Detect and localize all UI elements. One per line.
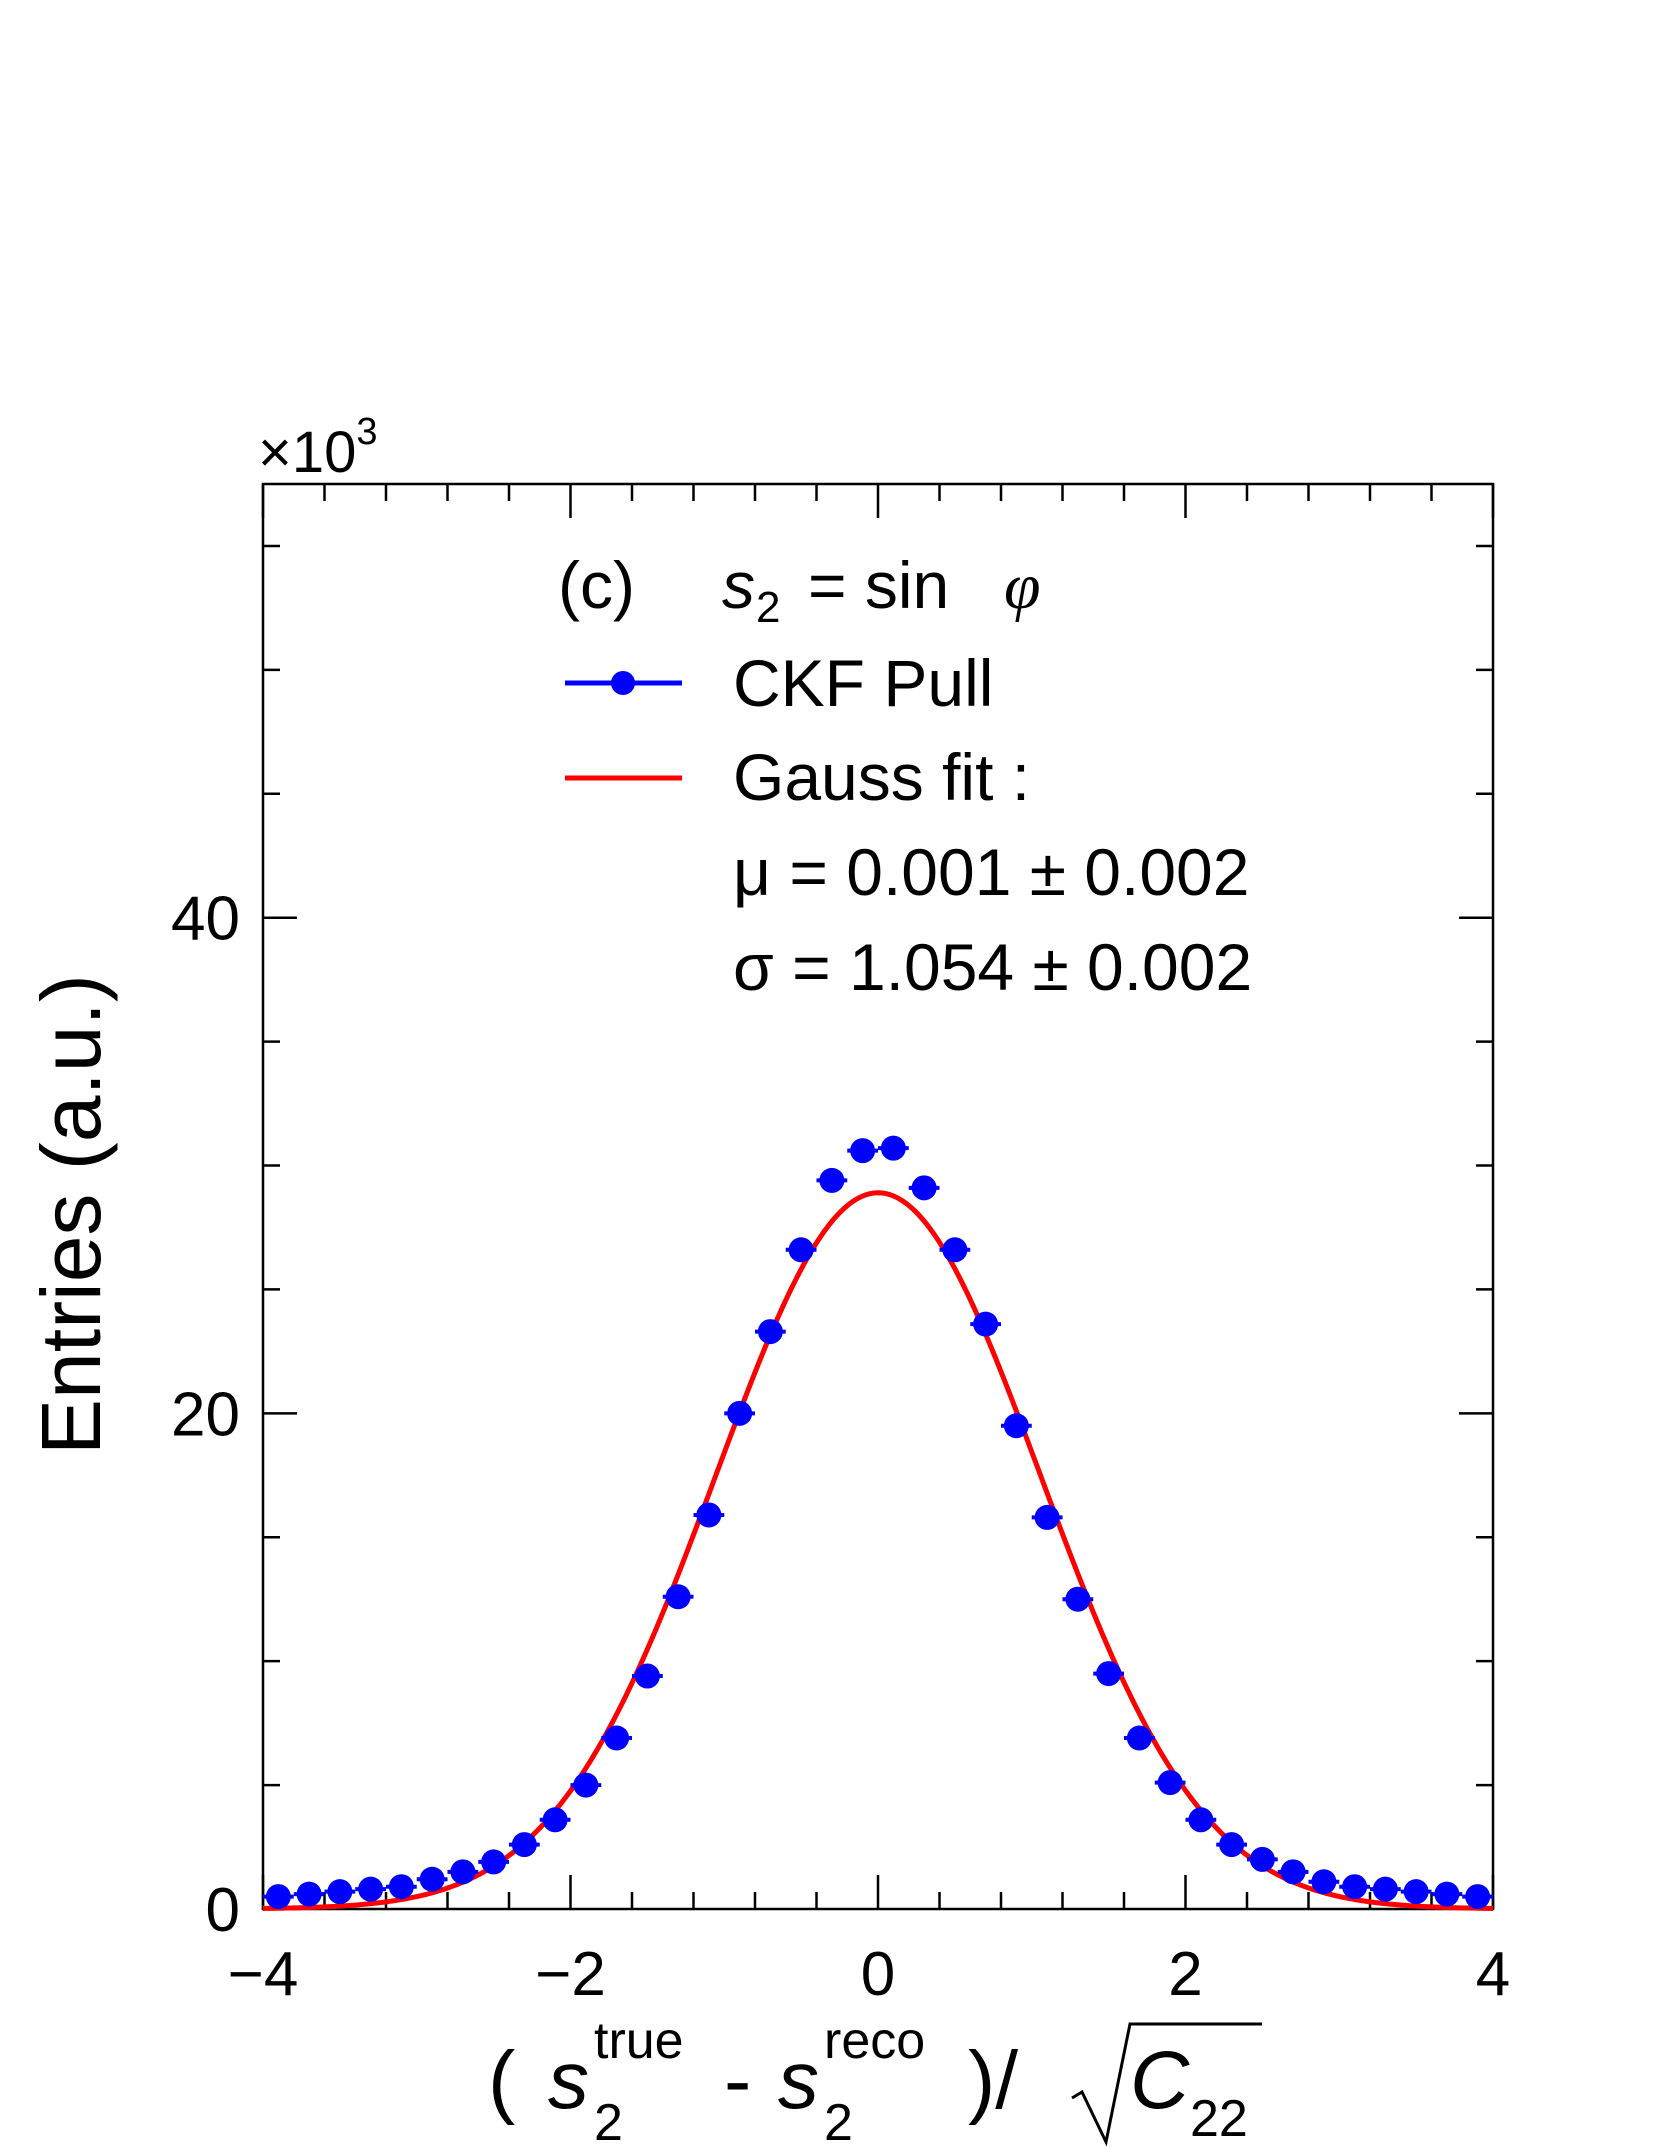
data-point (604, 1725, 630, 1751)
legend-param-sub: 2 (756, 583, 780, 632)
data-point (1034, 1504, 1060, 1530)
data-point (1096, 1661, 1122, 1687)
data-point (634, 1663, 660, 1689)
legend-param-eq: = sin (808, 548, 949, 622)
data-point (757, 1319, 783, 1345)
data-point (1157, 1770, 1183, 1796)
data-point (1403, 1879, 1429, 1905)
x-label-reco-sup: reco (824, 2012, 925, 2070)
y-axis-tick-labels: 0 20 40 (171, 885, 240, 1945)
data-point (1065, 1586, 1091, 1612)
x-label-open-paren: ( (488, 2035, 515, 2126)
x-tick-label: −2 (535, 1940, 606, 2009)
data-point (542, 1807, 568, 1833)
data-point (1188, 1807, 1214, 1833)
data-point (1465, 1884, 1491, 1910)
data-point (911, 1175, 937, 1201)
multiplier-exponent: 3 (356, 411, 377, 453)
data-point (1434, 1881, 1460, 1907)
y-axis-label: Entries (a.u.) (24, 974, 118, 1455)
legend-fit-label: Gauss fit : (733, 740, 1030, 814)
data-point (973, 1311, 999, 1337)
data-point (1249, 1846, 1275, 1872)
x-axis-label: ( s true 2 - s reco 2 )/ C 22 (488, 2012, 1262, 2149)
data-point (1342, 1874, 1368, 1900)
svg-text:×103: ×103 (258, 411, 378, 485)
data-point (1372, 1876, 1398, 1902)
y-tick-label: 0 (206, 1876, 240, 1945)
legend-param-var: s (722, 548, 755, 622)
data-point (1280, 1859, 1306, 1885)
data-point (419, 1866, 445, 1892)
data-point (819, 1167, 845, 1193)
y-tick-label: 20 (171, 1380, 240, 1449)
data-point (327, 1879, 353, 1905)
data-point (265, 1884, 291, 1910)
legend-mu-line: μ = 0.001 ± 0.002 (733, 835, 1249, 909)
x-label-close-paren: )/ (968, 2035, 1018, 2126)
data-point (450, 1859, 476, 1885)
data-point (665, 1584, 691, 1610)
y-tick-label: 40 (171, 885, 240, 954)
data-point (1311, 1869, 1337, 1895)
x-label-s-true: s (548, 2035, 589, 2126)
x-label-true-sup: true (594, 2012, 684, 2070)
legend-data-marker (611, 671, 635, 695)
data-point (511, 1832, 537, 1858)
ckf-pull-series (263, 1135, 1493, 1910)
legend-data-label: CKF Pull (733, 646, 993, 720)
y-axis-multiplier: ×103 (258, 411, 378, 485)
data-point (1219, 1832, 1245, 1858)
x-tick-label: −4 (228, 1940, 299, 2009)
legend-param-phi: φ (1004, 550, 1041, 623)
data-point (388, 1874, 414, 1900)
data-point (1003, 1413, 1029, 1439)
data-point (296, 1881, 322, 1907)
data-point (573, 1772, 599, 1798)
x-axis-tick-labels: −4 −2 0 2 4 (228, 1940, 1511, 2009)
gauss-fit-curve (262, 1190, 1494, 1911)
x-label-cov: C (1130, 2035, 1190, 2126)
data-point (727, 1400, 753, 1426)
legend: (c) s 2 = sin φ CKF Pull Gauss fit : μ =… (558, 548, 1252, 1004)
legend-panel-tag: (c) (558, 548, 635, 622)
x-label-sqrt-sign (1071, 2022, 1262, 2147)
multiplier-base: ×10 (258, 420, 356, 485)
data-point (1126, 1725, 1152, 1751)
data-point (850, 1138, 876, 1164)
gauss-fit-series (262, 1190, 1494, 1911)
x-label-s-reco: s (778, 2035, 819, 2126)
data-point (942, 1237, 968, 1263)
data-point (481, 1849, 507, 1875)
x-tick-label: 4 (1476, 1940, 1510, 2009)
x-label-reco-sub: 2 (824, 2094, 853, 2149)
x-label-minus: - (724, 2035, 751, 2126)
x-label-cov-sub: 22 (1190, 2090, 1248, 2148)
data-point (880, 1135, 906, 1161)
legend-sigma-line: σ = 1.054 ± 0.002 (733, 930, 1252, 1004)
x-tick-label: 0 (861, 1940, 895, 2009)
x-tick-label: 2 (1168, 1940, 1202, 2009)
data-point (788, 1237, 814, 1263)
x-label-true-sub: 2 (594, 2094, 623, 2149)
data-point (358, 1876, 384, 1902)
data-point (696, 1502, 722, 1528)
